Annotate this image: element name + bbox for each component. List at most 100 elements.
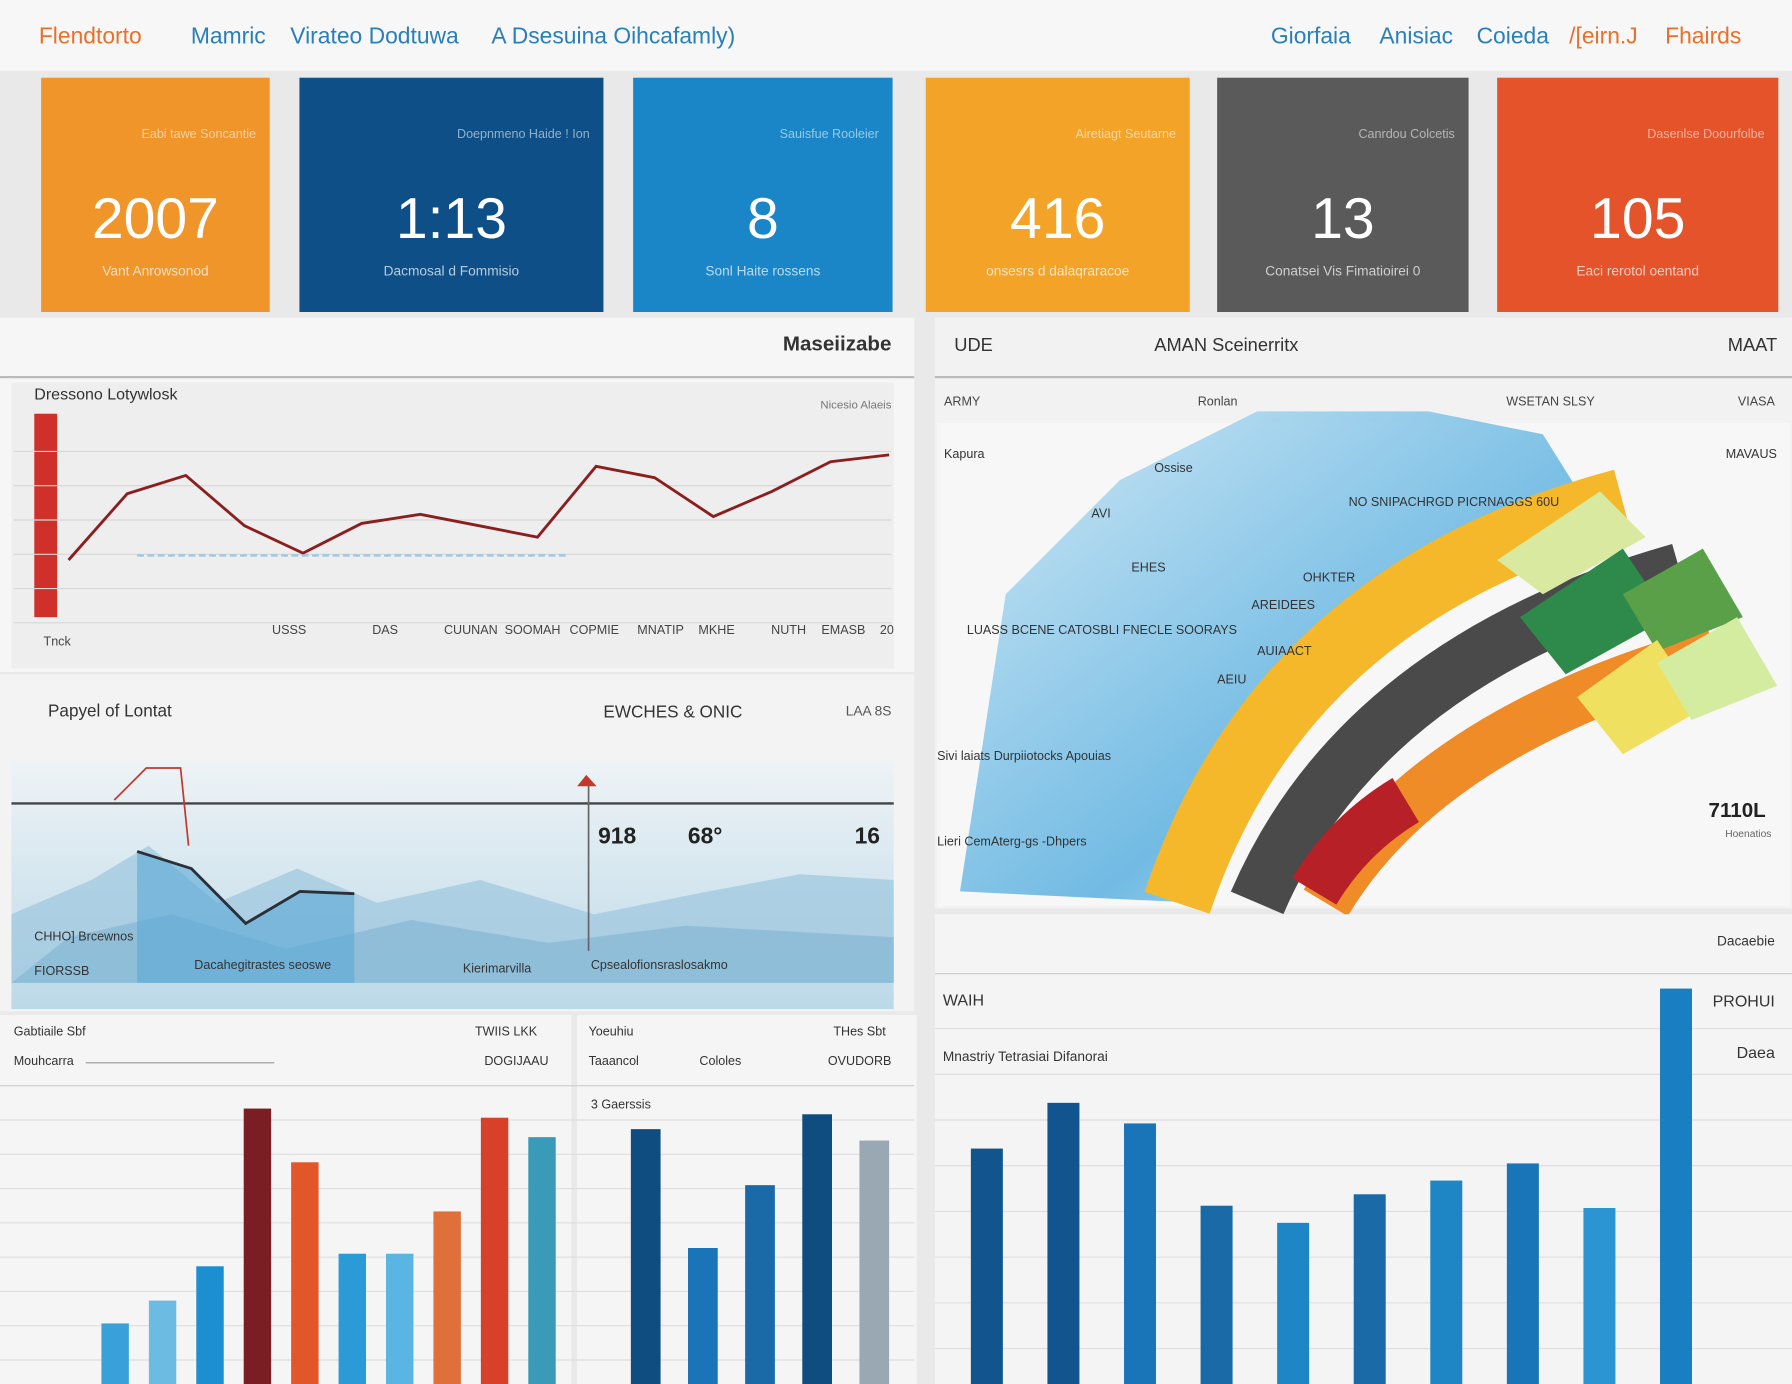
figure: 918 bbox=[598, 823, 636, 849]
area-label: Dacahegitrastes seoswe bbox=[194, 958, 331, 972]
x-tick-label: EMASB bbox=[821, 623, 865, 637]
kpi-caption: Canrdou Colcetis bbox=[1358, 127, 1454, 141]
panel-title: AMAN Sceinerritx bbox=[1154, 334, 1298, 355]
arc-tip bbox=[1520, 548, 1669, 675]
area-label: FIORSSB bbox=[34, 964, 89, 978]
bar bbox=[1047, 1102, 1080, 1384]
kpi-value: 105 bbox=[1590, 187, 1685, 251]
kpi-caption: Doepnmeno Haide ! Ion bbox=[457, 127, 590, 141]
area-label: Kierimarvilla bbox=[463, 961, 531, 975]
kpi-label: onsesrs d dalaqraracoe bbox=[986, 264, 1130, 279]
header-link: Flendtorto bbox=[39, 23, 142, 49]
arc-label: AEIU bbox=[1217, 672, 1246, 686]
panel-header: Taaancol bbox=[589, 1054, 639, 1068]
bar bbox=[1430, 1180, 1463, 1384]
kpi-label: Eaci rerotol oentand bbox=[1576, 264, 1699, 279]
panel-header: Mnastriy Tetrasiai Difanorai bbox=[943, 1049, 1108, 1064]
bar bbox=[630, 1129, 661, 1384]
arc-label: NO SNIPACHRGD PICRNAGGS 60U bbox=[1349, 495, 1560, 509]
header-bar bbox=[0, 0, 1792, 71]
bar bbox=[148, 1300, 177, 1384]
arc-label: AREIDEES bbox=[1251, 598, 1315, 612]
bar bbox=[386, 1253, 414, 1384]
bar bbox=[970, 1148, 1003, 1384]
kpi-tile bbox=[1217, 77, 1469, 312]
kpi-label: Vant Anrowsonod bbox=[102, 264, 208, 279]
kpi-tile bbox=[925, 77, 1190, 312]
header-link: Coieda bbox=[1477, 23, 1550, 49]
panel-header: 3 Gaerssis bbox=[591, 1097, 651, 1111]
x-tick-label: CUUNAN bbox=[444, 623, 498, 637]
x-tick-label: MKHE bbox=[698, 623, 734, 637]
header-link: Virateo Dodtuwa bbox=[290, 23, 459, 49]
bar bbox=[196, 1266, 224, 1384]
bar bbox=[101, 1323, 129, 1384]
bar bbox=[688, 1248, 718, 1384]
kpi-value: 416 bbox=[1010, 187, 1105, 251]
kpi-caption: Airetiagt Seutarne bbox=[1075, 127, 1176, 141]
kpi-label: Dacmosal d Fommisio bbox=[384, 264, 520, 279]
bar bbox=[1353, 1194, 1386, 1384]
bars-left-panel bbox=[0, 1014, 572, 1384]
kpi-value: 2007 bbox=[92, 187, 219, 251]
kpi-label: Sonl Haite rossens bbox=[705, 264, 820, 279]
arc-label: EHES bbox=[1131, 560, 1165, 574]
line-series bbox=[67, 453, 890, 561]
bar bbox=[859, 1140, 890, 1384]
panel-subtitle: EWCHES & ONIC bbox=[603, 702, 742, 722]
bar bbox=[802, 1114, 832, 1384]
panel-title: Papyel of Lontat bbox=[48, 701, 172, 721]
arc-label: OHKTER bbox=[1303, 571, 1355, 585]
arc-label: Ossise bbox=[1154, 461, 1192, 475]
x-tick-label: Tnck bbox=[44, 635, 72, 649]
arc-tip bbox=[1622, 548, 1743, 652]
arc-label: Sivi laiats Durpiiotocks Apouias bbox=[937, 749, 1111, 763]
figure: 68° bbox=[688, 823, 723, 849]
panel-header: PROHUI bbox=[1713, 994, 1775, 1011]
header-link: Fhairds bbox=[1665, 23, 1741, 49]
header-link: Mamric bbox=[191, 23, 266, 49]
bar bbox=[1200, 1205, 1233, 1384]
x-tick-label: SOOMAH bbox=[505, 623, 561, 637]
arc-label: AVI bbox=[1091, 507, 1110, 521]
kpi-caption: Eabi tawe Soncantie bbox=[141, 127, 256, 141]
panel-header: Cololes bbox=[699, 1054, 741, 1068]
bar bbox=[243, 1108, 272, 1384]
panel-header: Daea bbox=[1737, 1045, 1775, 1062]
panel-header: Gabtiaile Sbf bbox=[14, 1024, 86, 1038]
panel-subheader: VIASA bbox=[1738, 395, 1776, 409]
panel-subheader: Ronlan bbox=[1198, 395, 1238, 409]
bar bbox=[528, 1137, 556, 1384]
x-tick-label: DAS bbox=[372, 623, 398, 637]
bar bbox=[1277, 1222, 1310, 1384]
side-bar bbox=[34, 413, 58, 618]
kpi-tile bbox=[633, 77, 893, 312]
panel-title: MAAT bbox=[1728, 334, 1777, 355]
panel-header: TWIIS LKK bbox=[475, 1024, 538, 1038]
panel-header: Yoeuhiu bbox=[589, 1024, 634, 1038]
x-tick-label: NUTH bbox=[771, 623, 806, 637]
area-label: Cpsealofionsraslosakmo bbox=[591, 958, 728, 972]
panel-header: THes Sbt bbox=[833, 1024, 886, 1038]
marker-flag bbox=[577, 774, 597, 787]
panel-header: Dacaebie bbox=[1717, 933, 1775, 948]
arc-tip bbox=[1497, 491, 1646, 595]
figure-note: Hoenatios bbox=[1725, 829, 1771, 840]
arc-red bbox=[1292, 777, 1420, 905]
kpi-tile bbox=[299, 77, 604, 312]
kpi-value: 1:13 bbox=[396, 187, 507, 251]
bar bbox=[1124, 1123, 1156, 1384]
bar bbox=[291, 1162, 319, 1384]
header-link: /[eirn.J bbox=[1569, 23, 1638, 49]
bar bbox=[1506, 1163, 1539, 1384]
area-fill bbox=[137, 851, 355, 983]
panel-note: Nicesio Alaeis bbox=[820, 400, 891, 412]
arc-tip bbox=[1657, 617, 1778, 720]
panel-subtitle: Dressono Lotywlosk bbox=[34, 387, 178, 404]
bar bbox=[338, 1253, 366, 1384]
area-label: CHHO] Brcewnos bbox=[34, 929, 133, 943]
arc-label: Lieri CemAterg-gs -Dhpers bbox=[937, 835, 1086, 849]
panel-header: Mouhcarra bbox=[14, 1054, 74, 1068]
kpi-caption: Sauisfue Rooleier bbox=[780, 127, 879, 141]
header-link: Anisiac bbox=[1379, 23, 1453, 49]
